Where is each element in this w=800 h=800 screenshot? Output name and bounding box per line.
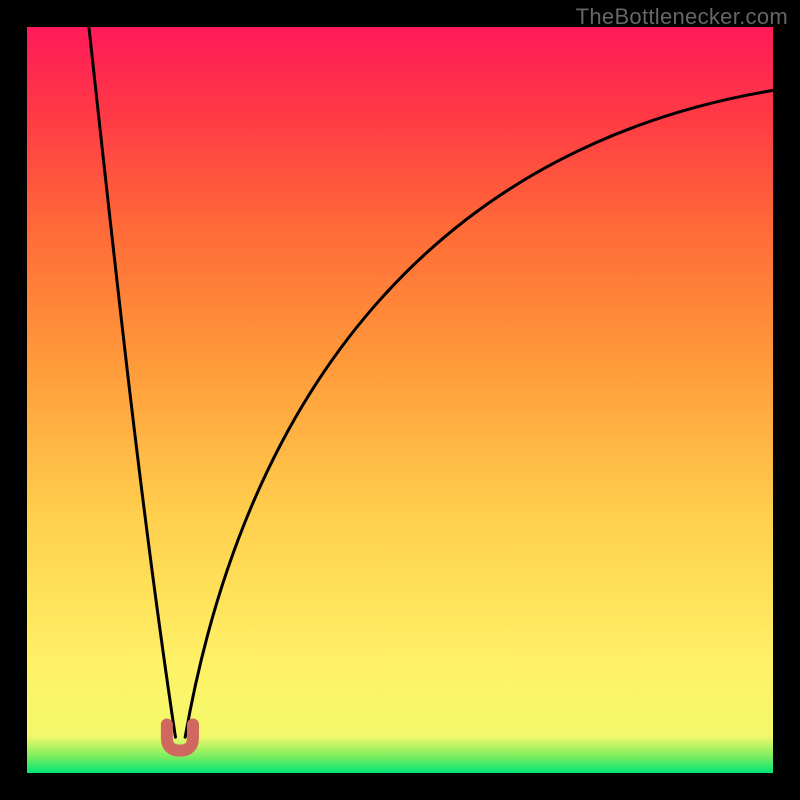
curve-right-branch — [185, 90, 773, 737]
watermark-text: TheBottlenecker.com — [576, 4, 788, 30]
curve-layer — [27, 27, 773, 773]
plot-area — [27, 27, 773, 773]
chart-stage: TheBottlenecker.com — [0, 0, 800, 800]
marker-u-shape — [167, 725, 193, 751]
curve-left-branch — [89, 27, 176, 737]
